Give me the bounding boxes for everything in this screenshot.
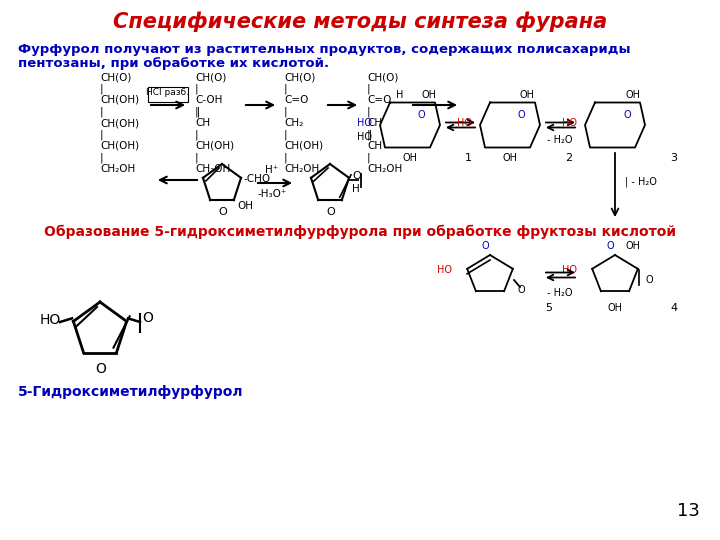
Text: 2: 2: [565, 153, 572, 163]
Text: HO: HO: [562, 118, 577, 128]
Text: 1: 1: [465, 153, 472, 163]
Text: OH: OH: [402, 153, 418, 163]
Text: - H₂O: - H₂O: [547, 288, 572, 298]
Text: |: |: [284, 152, 287, 163]
Text: CH₂OH: CH₂OH: [284, 164, 319, 174]
Text: |: |: [284, 130, 287, 140]
Text: Фурфурол получают из растительных продуктов, содержащих полисахариды: Фурфурол получают из растительных продук…: [18, 43, 631, 56]
Text: CH(O): CH(O): [367, 72, 398, 82]
Text: H: H: [352, 184, 360, 194]
Text: CH₂OH: CH₂OH: [100, 164, 135, 174]
Text: O: O: [481, 241, 489, 251]
Text: CH(O): CH(O): [195, 72, 226, 82]
Text: CH: CH: [367, 141, 382, 151]
Text: O: O: [352, 171, 361, 181]
Text: |: |: [100, 106, 104, 117]
Text: Специфические методы синтеза фурана: Специфические методы синтеза фурана: [113, 12, 607, 32]
Text: O: O: [623, 110, 631, 120]
Text: CH(O): CH(O): [100, 72, 131, 82]
Text: HO: HO: [40, 313, 61, 327]
Text: O: O: [606, 241, 614, 251]
Text: 3: 3: [670, 153, 677, 163]
Text: OH: OH: [520, 90, 535, 100]
Text: ‖: ‖: [195, 106, 200, 117]
Text: H: H: [396, 90, 404, 100]
Text: CH: CH: [195, 118, 210, 128]
Text: CH₂: CH₂: [284, 118, 303, 128]
Text: CH(OH): CH(OH): [100, 141, 139, 151]
Text: CH(OH): CH(OH): [100, 95, 139, 105]
Text: C-OH: C-OH: [195, 95, 222, 105]
Text: - H₂O: - H₂O: [547, 135, 572, 145]
Text: -CHO: -CHO: [244, 174, 271, 184]
Text: |: |: [284, 106, 287, 117]
Text: |: |: [367, 152, 371, 163]
Text: O: O: [326, 207, 335, 217]
Text: O: O: [95, 362, 106, 376]
Text: H⁺: H⁺: [266, 165, 279, 175]
Text: OH: OH: [503, 153, 518, 163]
Text: O: O: [645, 275, 652, 285]
Text: OH: OH: [237, 201, 253, 211]
Text: HO: HO: [437, 265, 452, 275]
Text: CH(O): CH(O): [284, 72, 315, 82]
Text: O: O: [418, 110, 426, 120]
Text: CH(OH): CH(OH): [195, 141, 234, 151]
Text: |: |: [284, 84, 287, 94]
Text: O: O: [518, 110, 526, 120]
Text: -H₃O⁺: -H₃O⁺: [257, 189, 287, 199]
Text: |: |: [195, 130, 199, 140]
Text: O: O: [142, 311, 153, 325]
FancyBboxPatch shape: [148, 87, 188, 102]
Text: 13: 13: [677, 502, 700, 520]
Text: |: |: [367, 84, 371, 94]
Text: OH: OH: [625, 241, 640, 251]
Text: HO: HO: [357, 132, 372, 142]
Text: HO: HO: [562, 265, 577, 275]
Text: |: |: [100, 152, 104, 163]
Text: OH: OH: [625, 90, 640, 100]
Text: CH: CH: [367, 118, 382, 128]
Text: CH₂OH: CH₂OH: [195, 164, 230, 174]
Text: C=O: C=O: [367, 95, 392, 105]
Text: OH: OH: [608, 303, 623, 313]
Text: HO: HO: [457, 118, 472, 128]
Text: 5: 5: [545, 303, 552, 313]
Text: CH₂OH: CH₂OH: [367, 164, 402, 174]
Text: CH(OH): CH(OH): [100, 118, 139, 128]
Text: |: |: [195, 84, 199, 94]
Text: 4: 4: [670, 303, 677, 313]
Text: OH: OH: [422, 90, 437, 100]
Text: 5-Гидроксиметилфурфурол: 5-Гидроксиметилфурфурол: [18, 385, 243, 399]
Text: |: |: [100, 130, 104, 140]
Text: CH(OH): CH(OH): [284, 141, 323, 151]
Text: C=O: C=O: [284, 95, 308, 105]
Text: O: O: [518, 285, 526, 295]
Text: | - H₂O: | - H₂O: [625, 177, 657, 187]
Text: HO: HO: [357, 118, 372, 128]
Text: |: |: [367, 106, 371, 117]
Text: пентозаны, при обработке их кислотой.: пентозаны, при обработке их кислотой.: [18, 57, 329, 70]
Text: |: |: [100, 84, 104, 94]
Text: Образование 5-гидроксиметилфурфурола при обработке фруктозы кислотой: Образование 5-гидроксиметилфурфурола при…: [44, 225, 676, 239]
Text: |: |: [195, 152, 199, 163]
Text: O: O: [218, 207, 227, 217]
Text: HCl разб.: HCl разб.: [146, 88, 189, 97]
Text: ‖: ‖: [367, 130, 372, 140]
